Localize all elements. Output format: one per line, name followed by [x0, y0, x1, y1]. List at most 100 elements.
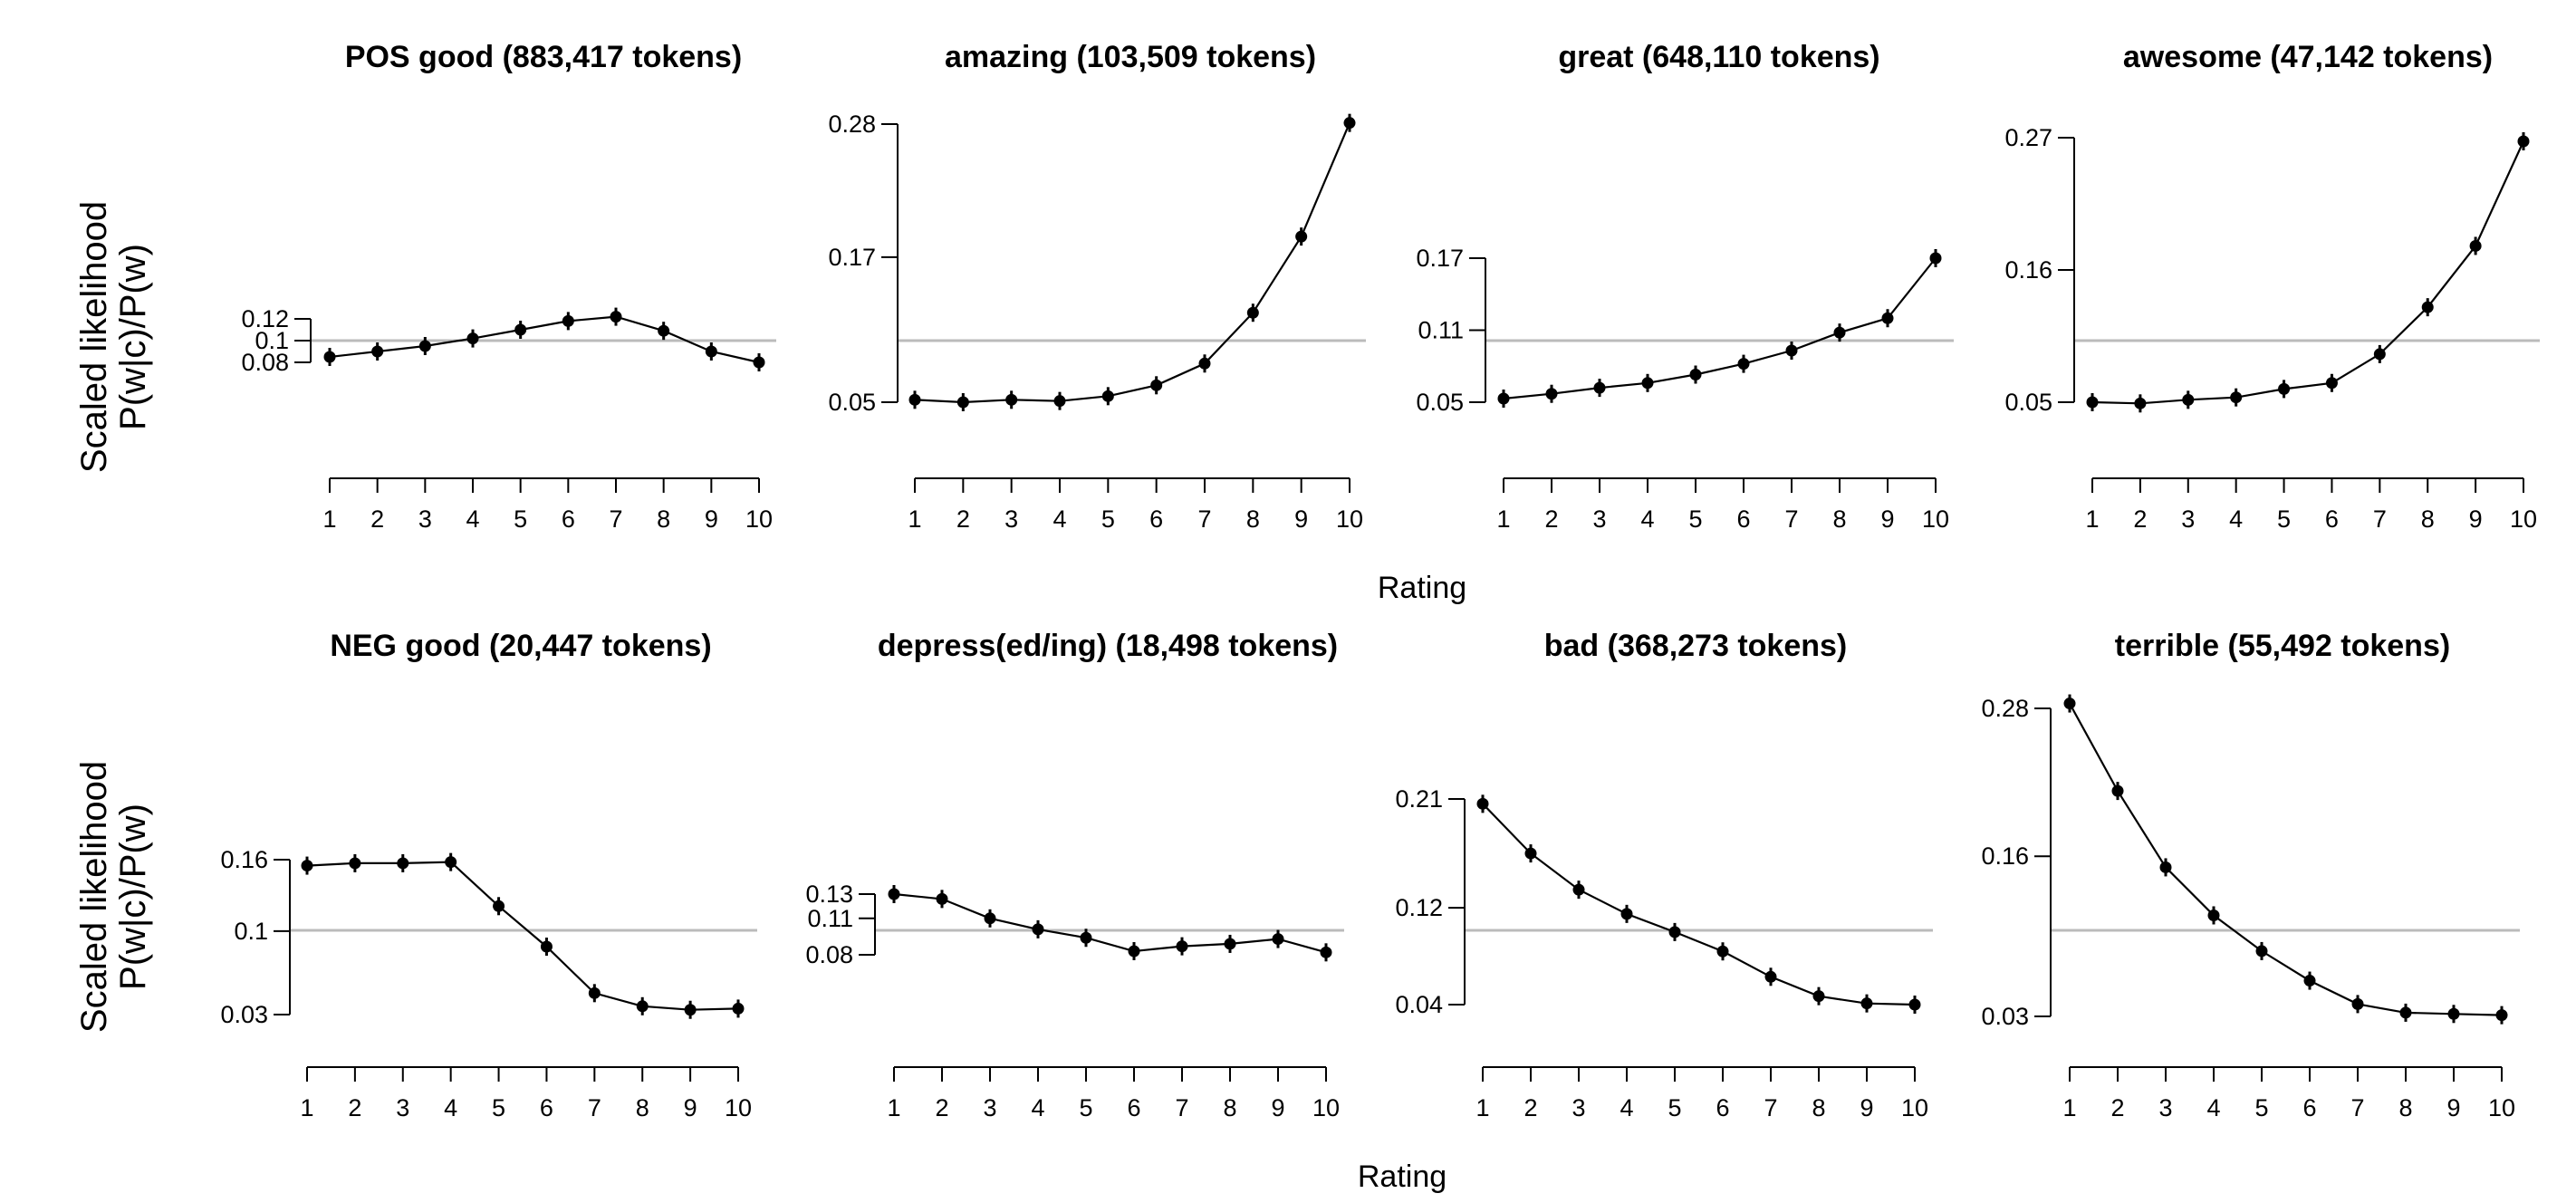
- data-point: [1476, 797, 1489, 810]
- chart-title: bad (368,273 tokens): [1544, 629, 1847, 663]
- data-point: [1150, 379, 1163, 391]
- chart-panel: great (648,110 tokens) 0.05 0.11 0.17 1 2 3 4 5 6…: [1416, 40, 1954, 533]
- chart-panel: terrible (55,492 tokens) 0.03 0.16 0.28 1 2 3 4…: [1981, 629, 2520, 1121]
- y-tick-label: 0.27: [2004, 124, 2052, 151]
- chart-title: POS good (883,417 tokens): [345, 40, 742, 74]
- x-tick-label: 8: [657, 505, 670, 533]
- data-point: [1860, 997, 1873, 1010]
- y-axis-label-row2-line2: P(w|c)/P(w): [113, 804, 153, 990]
- x-tick-label: 6: [2302, 1094, 2316, 1121]
- data-point: [1764, 970, 1777, 983]
- y-tick-label: 0.05: [1416, 389, 1464, 416]
- x-tick-label: 2: [1544, 505, 1558, 533]
- data-point: [2447, 1007, 2460, 1020]
- data-point: [562, 314, 574, 327]
- x-tick-label: 7: [1764, 1094, 1777, 1121]
- x-tick-label: 2: [348, 1094, 361, 1121]
- x-tick-label: 7: [2373, 505, 2387, 533]
- data-point: [705, 345, 717, 358]
- data-point: [1343, 117, 1356, 130]
- chart-panel: depress(ed/ing) (18,498 tokens) 0.08 0.110…: [805, 629, 1344, 1121]
- x-tick-label: 1: [908, 505, 921, 533]
- y-tick-label: 0.13: [805, 881, 853, 908]
- data-point: [1053, 395, 1066, 408]
- series-line: [329, 315, 760, 364]
- data-point: [466, 332, 479, 345]
- data-point: [1785, 344, 1798, 357]
- y-tick-label: 0.05: [828, 389, 876, 416]
- x-tick-label: 8: [2398, 1094, 2412, 1121]
- x-tick-label: 4: [466, 505, 479, 533]
- series-line: [914, 122, 1351, 404]
- x-tick-label: 8: [1246, 505, 1260, 533]
- y-axis-label-row2-line1: Scaled likelihood: [74, 761, 114, 1033]
- x-tick-label: 8: [636, 1094, 649, 1121]
- x-tick-label: 9: [1880, 505, 1894, 533]
- data-point: [1545, 388, 1558, 400]
- data-point: [493, 900, 505, 912]
- data-point: [1295, 230, 1308, 243]
- chart-panel: amazing (103,509 tokens) 0.05 0.17 0.28 1 2 3 4…: [828, 40, 1366, 533]
- data-point: [888, 888, 900, 900]
- data-point: [2325, 377, 2338, 390]
- x-tick-label: 10: [1901, 1094, 1928, 1121]
- data-point: [908, 393, 921, 406]
- x-tick-label: 8: [1812, 1094, 1825, 1121]
- data-point: [1005, 393, 1018, 406]
- chart-title: awesome (47,142 tokens): [2123, 40, 2493, 74]
- data-point: [1524, 847, 1537, 860]
- chart-title: depress(ed/ing) (18,498 tokens): [878, 629, 1338, 663]
- data-point: [2373, 348, 2386, 361]
- x-tick-label: 4: [1620, 1094, 1633, 1121]
- x-tick-label: 7: [1784, 505, 1798, 533]
- data-point: [1929, 252, 1942, 265]
- y-tick-label: 0.1: [255, 327, 289, 354]
- x-tick-label: 6: [1127, 1094, 1140, 1121]
- x-tick-label: 1: [2085, 505, 2099, 533]
- x-tick-label: 9: [684, 1094, 697, 1121]
- x-tick-label: 10: [1922, 505, 1949, 533]
- data-point: [732, 1002, 745, 1015]
- data-point: [1593, 381, 1606, 394]
- data-point: [2134, 397, 2147, 409]
- x-tick-label: 3: [418, 505, 432, 533]
- x-tick-label: 9: [1294, 505, 1308, 533]
- x-tick-label: 2: [2110, 1094, 2124, 1121]
- data-point: [1572, 883, 1585, 896]
- data-point: [658, 324, 670, 337]
- x-tick-label: 3: [2181, 505, 2195, 533]
- chart-title: terrible (55,492 tokens): [2115, 629, 2450, 663]
- x-axis-label-row2: Rating: [1358, 1160, 1447, 1194]
- x-tick-label: 5: [1079, 1094, 1092, 1121]
- x-tick-label: 6: [2325, 505, 2339, 533]
- data-point: [1812, 990, 1825, 1003]
- data-point: [445, 856, 457, 869]
- data-point: [2207, 909, 2220, 921]
- x-tick-label: 4: [444, 1094, 457, 1121]
- x-tick-label: 4: [2229, 505, 2243, 533]
- x-tick-label: 8: [2421, 505, 2435, 533]
- chart-title: amazing (103,509 tokens): [945, 40, 1316, 74]
- y-tick-label: 0.11: [807, 905, 853, 932]
- series-line: [2069, 703, 2503, 1016]
- data-point: [1716, 945, 1729, 958]
- y-tick-label: 0.1: [234, 918, 268, 945]
- y-tick-label: 0.11: [1418, 317, 1464, 344]
- data-point: [1128, 945, 1140, 958]
- data-point: [1689, 369, 1702, 381]
- x-tick-label: 7: [1197, 505, 1211, 533]
- data-point: [2421, 301, 2434, 313]
- x-tick-label: 6: [1149, 505, 1163, 533]
- data-point: [2182, 393, 2195, 406]
- series-line: [1482, 803, 1916, 1006]
- data-point: [349, 857, 361, 870]
- y-tick-label: 0.21: [1395, 785, 1443, 813]
- panels: POS good (883,417 tokens)0.080.10.121 2 3 4…: [220, 40, 2540, 1121]
- data-point: [1668, 926, 1681, 938]
- x-tick-label: 7: [588, 1094, 601, 1121]
- x-tick-label: 5: [514, 505, 527, 533]
- x-tick-label: 10: [2510, 505, 2537, 533]
- x-tick-label: 9: [1271, 1094, 1284, 1121]
- x-tick-label: 7: [1175, 1094, 1188, 1121]
- x-tick-label: 6: [540, 1094, 553, 1121]
